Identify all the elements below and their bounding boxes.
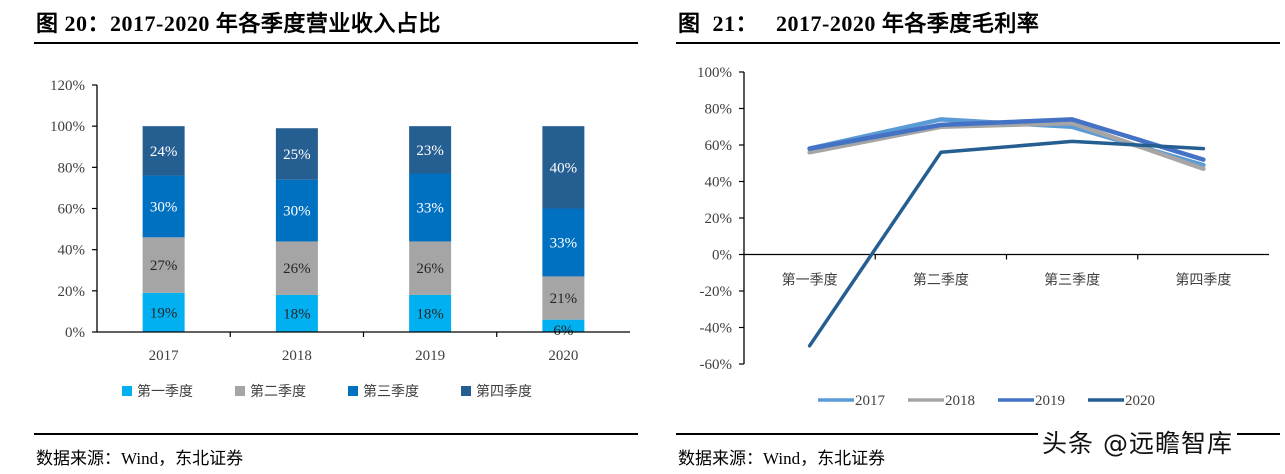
y-tick-label: 60%	[705, 138, 733, 154]
y-tick-label: 20%	[58, 284, 86, 300]
bar-segment	[409, 294, 452, 332]
bar-data-label: 26%	[283, 261, 311, 277]
y-tick-label: 100%	[50, 119, 85, 135]
bar-data-label: 27%	[150, 258, 178, 274]
legend-label: 第二季度	[250, 383, 306, 400]
y-tick-label: 0%	[65, 325, 85, 341]
bar-data-label: 6%	[553, 323, 573, 339]
y-tick-label: 20%	[705, 211, 733, 227]
bar-segment	[409, 126, 452, 174]
figure-20-source: 数据来源：Wind，东北证券	[36, 449, 244, 468]
legend-label: 2017	[855, 393, 886, 409]
bar-data-label: 40%	[550, 160, 578, 176]
bar-data-label: 30%	[150, 199, 178, 215]
bar-segment	[142, 175, 185, 238]
x-tick-label: 2017	[149, 348, 180, 364]
legend-label: 2018	[945, 393, 975, 409]
bar-data-label: 18%	[416, 306, 444, 322]
bar-data-label: 21%	[550, 291, 578, 307]
bar-data-label: 18%	[283, 306, 311, 322]
y-tick-label: -20%	[700, 284, 733, 300]
bar-segment	[275, 179, 318, 242]
bar-data-label: 23%	[416, 143, 444, 159]
series-line-2019	[807, 117, 1206, 162]
bar-segment	[409, 241, 452, 295]
figure-20-title: 图 20：2017-2020 年各季度营业收入占比	[36, 11, 441, 36]
x-tick-label: 第一季度	[782, 272, 838, 289]
y-tick-label: 80%	[705, 102, 733, 118]
legend-label: 2020	[1125, 393, 1155, 409]
bar-segment	[542, 126, 585, 209]
x-tick-label: 2019	[415, 348, 445, 364]
bar-data-label: 19%	[150, 305, 178, 321]
bar-segment	[542, 208, 585, 277]
figure-21-panel: 图 21： 2017-2020 年各季度毛利率 -60% -40% -20% 0% 20…	[642, 0, 1285, 474]
y-tick-label: 120%	[50, 78, 85, 94]
bar-data-label: 33%	[550, 235, 578, 251]
y-tick-label: -60%	[700, 357, 733, 373]
y-tick-label: 0%	[712, 248, 732, 264]
gross-margin-line-chart: -60% -40% -20% 0% 20% 40% 60% 80% 100% 第一季度 第二季度 第三…	[697, 65, 1269, 409]
revenue-share-bar-chart: 0% 20% 40% 60% 80% 100% 120% 19% 27% 30% 24% 2017 18…	[50, 78, 630, 400]
legend-label: 第四季度	[476, 383, 532, 400]
legend-label: 2019	[1035, 393, 1065, 409]
legend-label: 第三季度	[363, 383, 419, 400]
y-tick-label: 40%	[705, 175, 733, 191]
bar-segment	[142, 237, 185, 293]
legend-swatch	[122, 386, 132, 396]
y-tick-label: 60%	[58, 202, 86, 218]
source-rule	[34, 433, 638, 435]
watermark: 头条 @远瞻智库	[1038, 424, 1237, 460]
bar-segment	[542, 276, 585, 320]
bar-data-label: 26%	[416, 261, 444, 277]
legend-swatch	[461, 386, 471, 396]
x-tick-label: 第四季度	[1175, 272, 1231, 289]
y-tick-label: 40%	[58, 243, 86, 259]
bar-segment	[409, 173, 452, 242]
bar-data-label: 33%	[416, 200, 444, 216]
y-tick-label: 100%	[697, 65, 732, 81]
bar-segment	[275, 128, 318, 180]
y-tick-label: 80%	[58, 160, 86, 176]
bar-data-label: 30%	[283, 204, 311, 220]
bar-segment	[275, 241, 318, 295]
figure-21-title: 图 21： 2017-2020 年各季度毛利率	[678, 11, 1040, 36]
bar-segment	[542, 319, 585, 332]
bar-data-label: 24%	[150, 144, 178, 160]
x-tick-label: 2018	[282, 348, 312, 364]
x-tick-label: 2020	[548, 348, 578, 364]
bar-segment	[142, 292, 185, 332]
title-rule	[676, 42, 1280, 44]
x-tick-label: 第二季度	[913, 272, 969, 289]
legend-swatch	[348, 386, 358, 396]
series-line-2020	[807, 139, 1206, 348]
bar-segment	[275, 294, 318, 332]
x-tick-label: 第三季度	[1044, 272, 1100, 289]
legend-swatch	[235, 386, 245, 396]
y-tick-label: -40%	[700, 321, 733, 337]
figure-21-source: 数据来源：Wind，东北证券	[678, 449, 886, 468]
legend-label: 第一季度	[137, 383, 193, 400]
bar-segment	[142, 126, 185, 176]
title-rule	[34, 42, 638, 44]
figure-20-panel: 图 20：2017-2020 年各季度营业收入占比 0% 20% 40% 60% 80%…	[0, 0, 642, 474]
bar-data-label: 25%	[283, 147, 311, 163]
source-rule	[676, 433, 1280, 435]
